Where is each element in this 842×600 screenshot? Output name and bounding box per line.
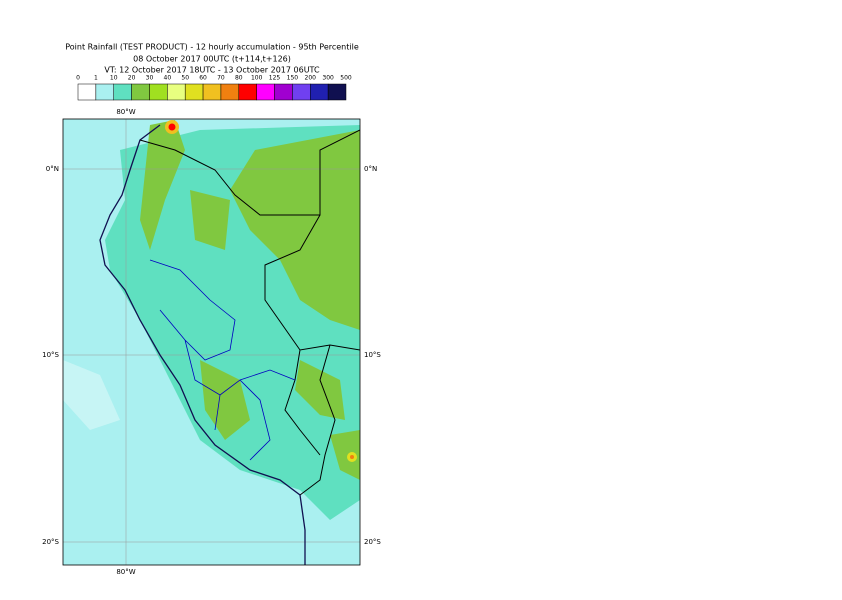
legend-swatch bbox=[238, 83, 257, 101]
legend-label: 125 bbox=[269, 75, 281, 82]
legend-swatch bbox=[131, 83, 150, 101]
lon-label: 80°W bbox=[116, 568, 135, 576]
rain-patch bbox=[230, 130, 360, 330]
rain-peak bbox=[350, 455, 354, 459]
lat-label: 0°N bbox=[364, 165, 377, 173]
country-border bbox=[139, 129, 360, 496]
legend-swatch bbox=[274, 83, 293, 101]
lat-label: 10°S bbox=[42, 351, 59, 359]
title-line: 08 October 2017 00UTC (t+114,t+126) bbox=[133, 55, 291, 64]
rain-patch bbox=[295, 360, 345, 420]
legend-swatch bbox=[77, 83, 97, 101]
legend-swatch bbox=[113, 83, 132, 101]
map-frame bbox=[62, 118, 361, 566]
map-area bbox=[63, 119, 360, 565]
rain-patch bbox=[190, 190, 230, 250]
rain-peak bbox=[168, 123, 176, 131]
legend-swatch bbox=[167, 83, 186, 101]
legend-label: 10 bbox=[110, 75, 118, 82]
legend-label: 20 bbox=[128, 75, 136, 82]
lat-label: 0°N bbox=[46, 165, 59, 173]
legend-swatch bbox=[95, 83, 114, 101]
rain-patch bbox=[200, 360, 250, 440]
legend-label: 50 bbox=[181, 75, 189, 82]
legend-swatch bbox=[149, 83, 168, 101]
rain-patch bbox=[330, 430, 360, 480]
lat-label: 20°S bbox=[42, 538, 59, 546]
legend-label: 300 bbox=[322, 75, 334, 82]
legend-swatch bbox=[327, 83, 347, 101]
legend-label: 1 bbox=[94, 75, 98, 82]
coastline bbox=[99, 124, 306, 565]
legend-label: 40 bbox=[164, 75, 172, 82]
legend-swatch bbox=[292, 83, 311, 101]
legend-label: 60 bbox=[199, 75, 207, 82]
dry-patch bbox=[63, 360, 120, 430]
legend-label: 200 bbox=[305, 75, 317, 82]
lat-label: 10°S bbox=[364, 351, 381, 359]
legend-label: 500 bbox=[340, 75, 352, 82]
title-line: VT: 12 October 2017 18UTC - 13 October 2… bbox=[104, 66, 320, 75]
legend-label: 0 bbox=[76, 75, 80, 82]
title-line: Point Rainfall (TEST PRODUCT) - 12 hourl… bbox=[65, 43, 359, 52]
legend-label: 100 bbox=[251, 75, 263, 82]
legend-label: 70 bbox=[217, 75, 225, 82]
region-border bbox=[149, 259, 296, 461]
legend-swatch bbox=[220, 83, 240, 101]
legend-label: 80 bbox=[235, 75, 243, 82]
legend-swatch bbox=[310, 83, 329, 101]
legend-swatch bbox=[256, 83, 275, 101]
rain-patch bbox=[140, 120, 185, 250]
legend-label: 150 bbox=[287, 75, 299, 82]
legend-swatch bbox=[202, 83, 222, 101]
legend: 0 1 10 20 30 40 50 60 70 80 100 125 150 200 300 500 bbox=[76, 75, 352, 101]
legend-swatch bbox=[184, 83, 204, 101]
legend-label: 30 bbox=[146, 75, 154, 82]
lat-label: 20°S bbox=[364, 538, 381, 546]
lon-label: 80°W bbox=[116, 108, 135, 116]
